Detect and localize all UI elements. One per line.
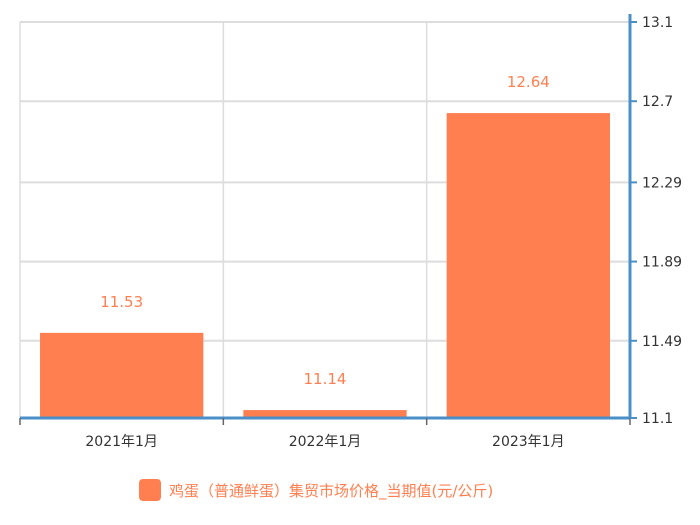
data-label: 11.14 — [304, 370, 347, 388]
legend-label[interactable]: 鸡蛋（普通鲜蛋）集贸市场价格_当期值(元/公斤) — [169, 482, 493, 501]
y-tick-label: 12.29 — [642, 175, 682, 191]
data-label: 12.64 — [507, 73, 550, 91]
x-tick-label: 2021年1月 — [85, 434, 158, 450]
data-labels: 11.53 11.14 12.64 — [100, 73, 550, 388]
x-tick-label: 2023年1月 — [492, 434, 565, 450]
y-tick-label: 13.1 — [642, 15, 673, 31]
x-tick-label: 2022年1月 — [289, 434, 362, 450]
y-tick-label: 11.1 — [642, 411, 673, 427]
legend[interactable]: 鸡蛋（普通鲜蛋）集贸市场价格_当期值(元/公斤) — [139, 479, 493, 501]
bars — [40, 113, 610, 418]
legend-swatch[interactable] — [139, 479, 161, 501]
y-tick-label: 11.49 — [642, 334, 682, 350]
y-tick-label: 11.89 — [642, 255, 682, 271]
data-label: 11.53 — [100, 293, 143, 311]
y-tick-label: 12.7 — [642, 94, 673, 110]
bar[interactable] — [243, 410, 407, 418]
axes: 2021年1月 2022年1月 2023年1月 13.1 12.7 12.29 11.89 1… — [19, 14, 682, 450]
bar[interactable] — [40, 332, 204, 418]
bar[interactable] — [446, 113, 610, 418]
